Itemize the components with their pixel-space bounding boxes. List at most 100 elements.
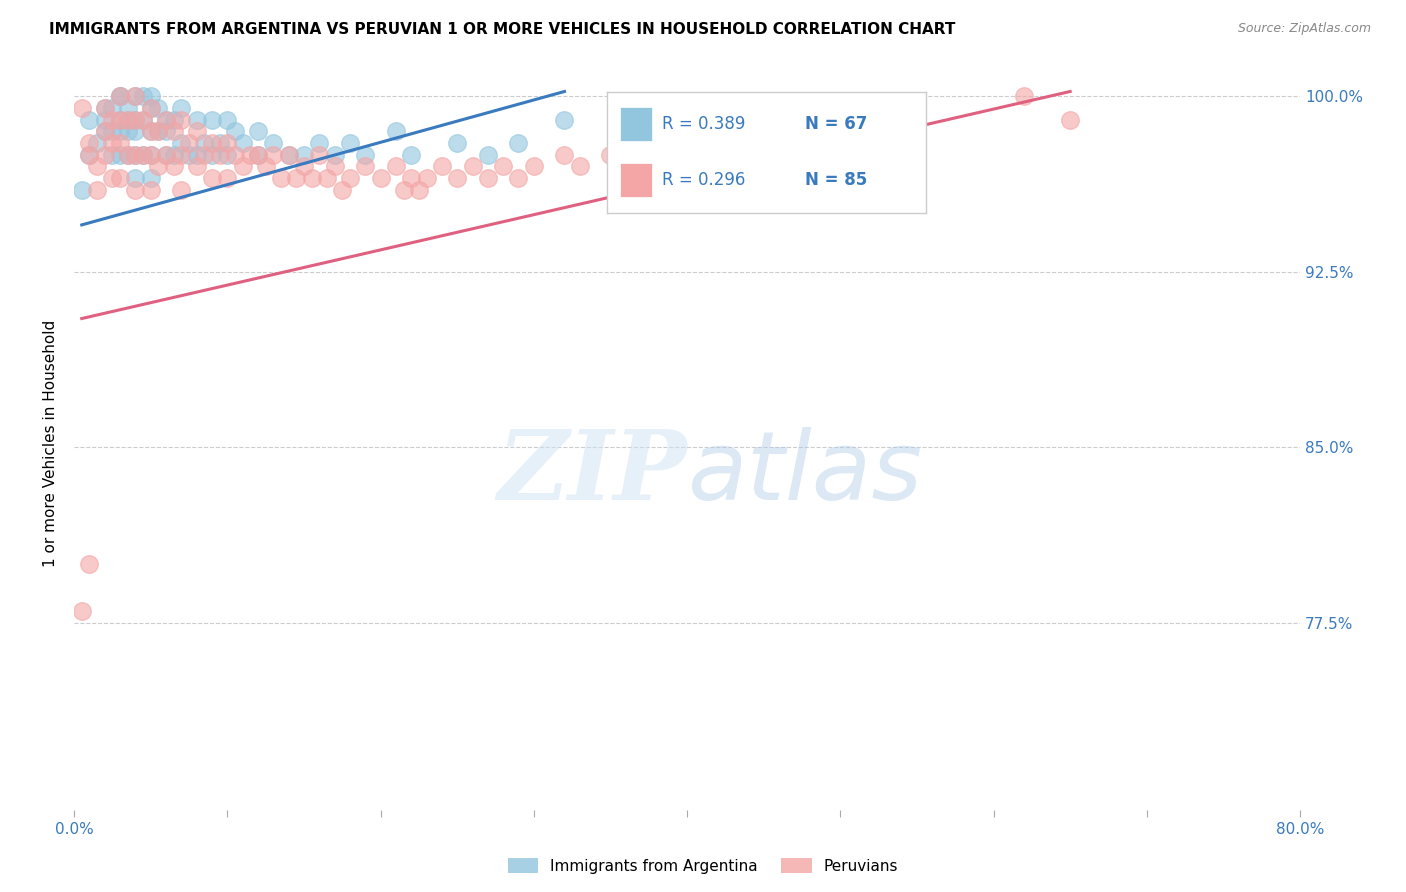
Point [70,183,93,197]
Point [408,183,430,197]
Point [262,136,284,150]
Point [201,136,224,150]
Point [508,136,530,150]
Point [170,183,193,197]
Point [93,101,115,115]
Point [308,147,330,161]
Point [108,147,131,161]
Point [415,171,437,186]
Point [339,136,361,150]
Point [568,160,591,174]
Point [148,124,170,138]
Point [285,171,308,186]
Point [148,101,170,115]
Point [292,147,315,161]
Point [124,112,146,127]
Point [163,160,186,174]
Point [477,171,499,186]
Point [170,136,193,150]
Point [399,171,422,186]
Point [108,124,131,138]
Point [108,171,131,186]
Point [117,112,139,127]
Point [139,147,162,161]
Point [217,171,239,186]
Legend: Immigrants from Argentina, Peruvians: Immigrants from Argentina, Peruvians [502,852,904,880]
Point [93,112,115,127]
Point [262,147,284,161]
Point [93,124,115,138]
Point [163,112,186,127]
Point [132,112,155,127]
Point [830,124,852,138]
Point [232,136,254,150]
Point [117,101,139,115]
Point [254,160,277,174]
Point [553,112,575,127]
Point [224,124,246,138]
Point [645,147,668,161]
Point [93,124,115,138]
Point [148,160,170,174]
Point [323,160,346,174]
Point [308,136,330,150]
Point [86,183,108,197]
Point [1059,112,1081,127]
Point [108,89,131,103]
Point [117,147,139,161]
Point [101,171,124,186]
Point [139,171,162,186]
Point [246,147,269,161]
Point [186,112,208,127]
Point [553,147,575,161]
Point [477,147,499,161]
Point [354,160,377,174]
Point [177,136,200,150]
Point [155,124,177,138]
Point [446,171,468,186]
Point [430,160,453,174]
Point [108,89,131,103]
Point [385,124,408,138]
Point [132,112,155,127]
Point [132,147,155,161]
Text: Source: ZipAtlas.com: Source: ZipAtlas.com [1237,22,1371,36]
Point [155,112,177,127]
Point [492,160,515,174]
Point [139,89,162,103]
Point [208,147,231,161]
Point [163,147,186,161]
Point [277,147,299,161]
Point [1012,89,1035,103]
Point [186,160,208,174]
Point [170,112,193,127]
Point [101,124,124,138]
Point [208,136,231,150]
Point [117,147,139,161]
Point [446,136,468,150]
Point [193,136,215,150]
Point [124,183,146,197]
Point [323,147,346,161]
Point [79,558,101,572]
Point [301,171,323,186]
Point [79,147,101,161]
Point [599,147,621,161]
Point [124,112,146,127]
Point [108,136,131,150]
Point [101,147,124,161]
Point [186,147,208,161]
Point [93,101,115,115]
Point [224,147,246,161]
Point [177,147,200,161]
Point [292,160,315,174]
Point [163,124,186,138]
Point [330,183,353,197]
Point [86,160,108,174]
Point [70,101,93,115]
Point [79,112,101,127]
Point [93,147,115,161]
Point [124,89,146,103]
Point [232,160,254,174]
Point [124,171,146,186]
